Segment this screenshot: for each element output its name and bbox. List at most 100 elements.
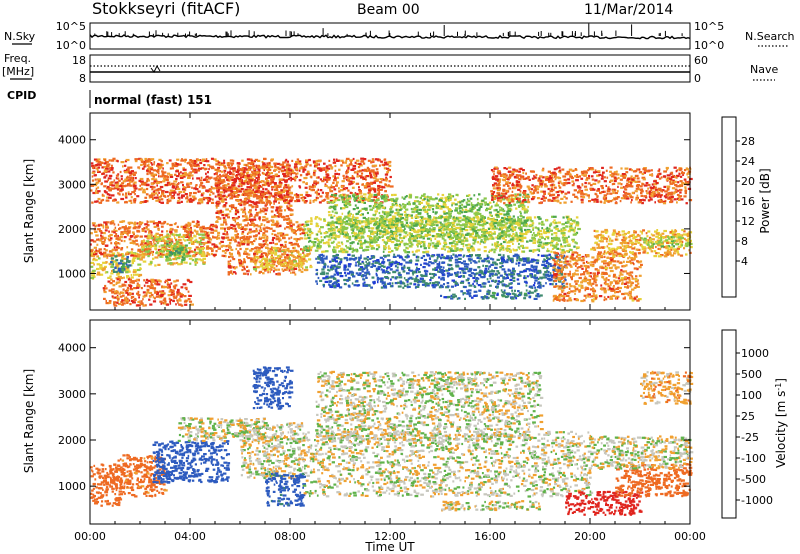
- data-cell: [268, 201, 272, 204]
- data-cell: [244, 215, 248, 218]
- data-cell: [144, 200, 147, 203]
- data-cell: [94, 230, 98, 233]
- data-cell: [315, 225, 320, 228]
- data-cell: [277, 215, 280, 218]
- data-cell: [150, 251, 154, 254]
- data-cell: [105, 261, 107, 264]
- data-cell: [520, 217, 523, 220]
- data-cell: [440, 247, 445, 250]
- data-cell: [112, 199, 116, 202]
- data-cell: [179, 245, 182, 248]
- data-cell: [110, 194, 115, 197]
- data-cell: [122, 294, 125, 297]
- data-cell: [557, 229, 561, 232]
- data-cell: [218, 176, 221, 179]
- data-cell: [536, 270, 538, 273]
- data-cell: [247, 194, 251, 197]
- data-cell: [156, 164, 160, 167]
- data-cell: [124, 297, 127, 300]
- data-cell: [127, 266, 130, 269]
- data-cell: [150, 261, 153, 264]
- data-cell: [289, 213, 294, 216]
- data-cell: [252, 172, 254, 175]
- data-cell: [262, 207, 267, 210]
- data-cell: [232, 170, 235, 173]
- data-cell: [198, 233, 202, 236]
- data-cell: [325, 224, 328, 227]
- data-cell: [134, 239, 138, 242]
- data-cell: [168, 191, 172, 194]
- data-cell: [471, 249, 476, 252]
- data-cell: [91, 179, 95, 182]
- data-cell: [305, 176, 308, 179]
- data-cell: [111, 288, 115, 291]
- data-cell: [210, 223, 214, 226]
- data-cell: [385, 179, 388, 182]
- data-cell: [134, 270, 137, 273]
- data-cell: [103, 248, 106, 251]
- data-cell: [286, 255, 290, 258]
- data-cell: [303, 268, 308, 272]
- data-cell: [344, 249, 347, 252]
- data-cell: [158, 296, 163, 299]
- data-cell: [266, 265, 269, 268]
- data-cell: [574, 226, 576, 229]
- data-cell: [151, 192, 154, 195]
- data-cell: [422, 251, 427, 254]
- data-cell: [126, 297, 129, 300]
- data-cell: [403, 249, 407, 252]
- data-cell: [265, 203, 268, 206]
- data-cell: [401, 258, 404, 261]
- data-cell: [215, 168, 219, 171]
- data-cell: [332, 240, 335, 243]
- data-cell: [340, 185, 344, 188]
- data-cell: [507, 255, 510, 258]
- data-cell: [92, 240, 97, 243]
- data-cell: [109, 282, 113, 285]
- data-cell: [217, 166, 221, 170]
- data-cell: [297, 227, 302, 230]
- data-cell: [341, 251, 346, 254]
- data-cell: [465, 239, 469, 242]
- data-cell: [375, 168, 379, 171]
- data-cell: [298, 169, 301, 172]
- data-cell: [334, 197, 339, 200]
- data-cell: [257, 201, 261, 204]
- data-cell: [373, 174, 376, 177]
- data-cell: [396, 239, 400, 242]
- data-cell: [230, 190, 233, 193]
- data-cell: [391, 219, 396, 222]
- data-cell: [327, 224, 330, 227]
- data-cell: [537, 216, 541, 219]
- data-cell: [325, 176, 329, 179]
- data-cell: [163, 221, 166, 224]
- data-cell: [271, 220, 275, 223]
- data-cell: [273, 162, 278, 165]
- data-cell: [430, 262, 435, 265]
- data-cell: [258, 211, 262, 214]
- data-cell: [97, 178, 101, 181]
- data-cell: [293, 176, 297, 179]
- data-cell: [547, 237, 550, 240]
- data-cell: [258, 178, 260, 181]
- data-cell: [458, 249, 463, 252]
- data-cell: [546, 226, 549, 229]
- data-cell: [156, 280, 159, 284]
- data-cell: [180, 262, 183, 265]
- data-cell: [410, 216, 414, 219]
- data-cell: [477, 229, 480, 232]
- data-cell: [296, 172, 299, 175]
- data-cell: [224, 166, 227, 170]
- data-cell: [271, 254, 273, 257]
- data-cell: [276, 175, 280, 178]
- data-cell: [103, 165, 106, 169]
- data-cell: [116, 301, 119, 304]
- data-cell: [200, 176, 203, 179]
- data-cell: [220, 245, 224, 248]
- data-cell: [110, 242, 113, 245]
- data-cell: [267, 162, 270, 165]
- data-cell: [161, 230, 164, 233]
- data-cell: [255, 211, 259, 215]
- data-cell: [321, 180, 325, 183]
- data-cell: [103, 221, 107, 224]
